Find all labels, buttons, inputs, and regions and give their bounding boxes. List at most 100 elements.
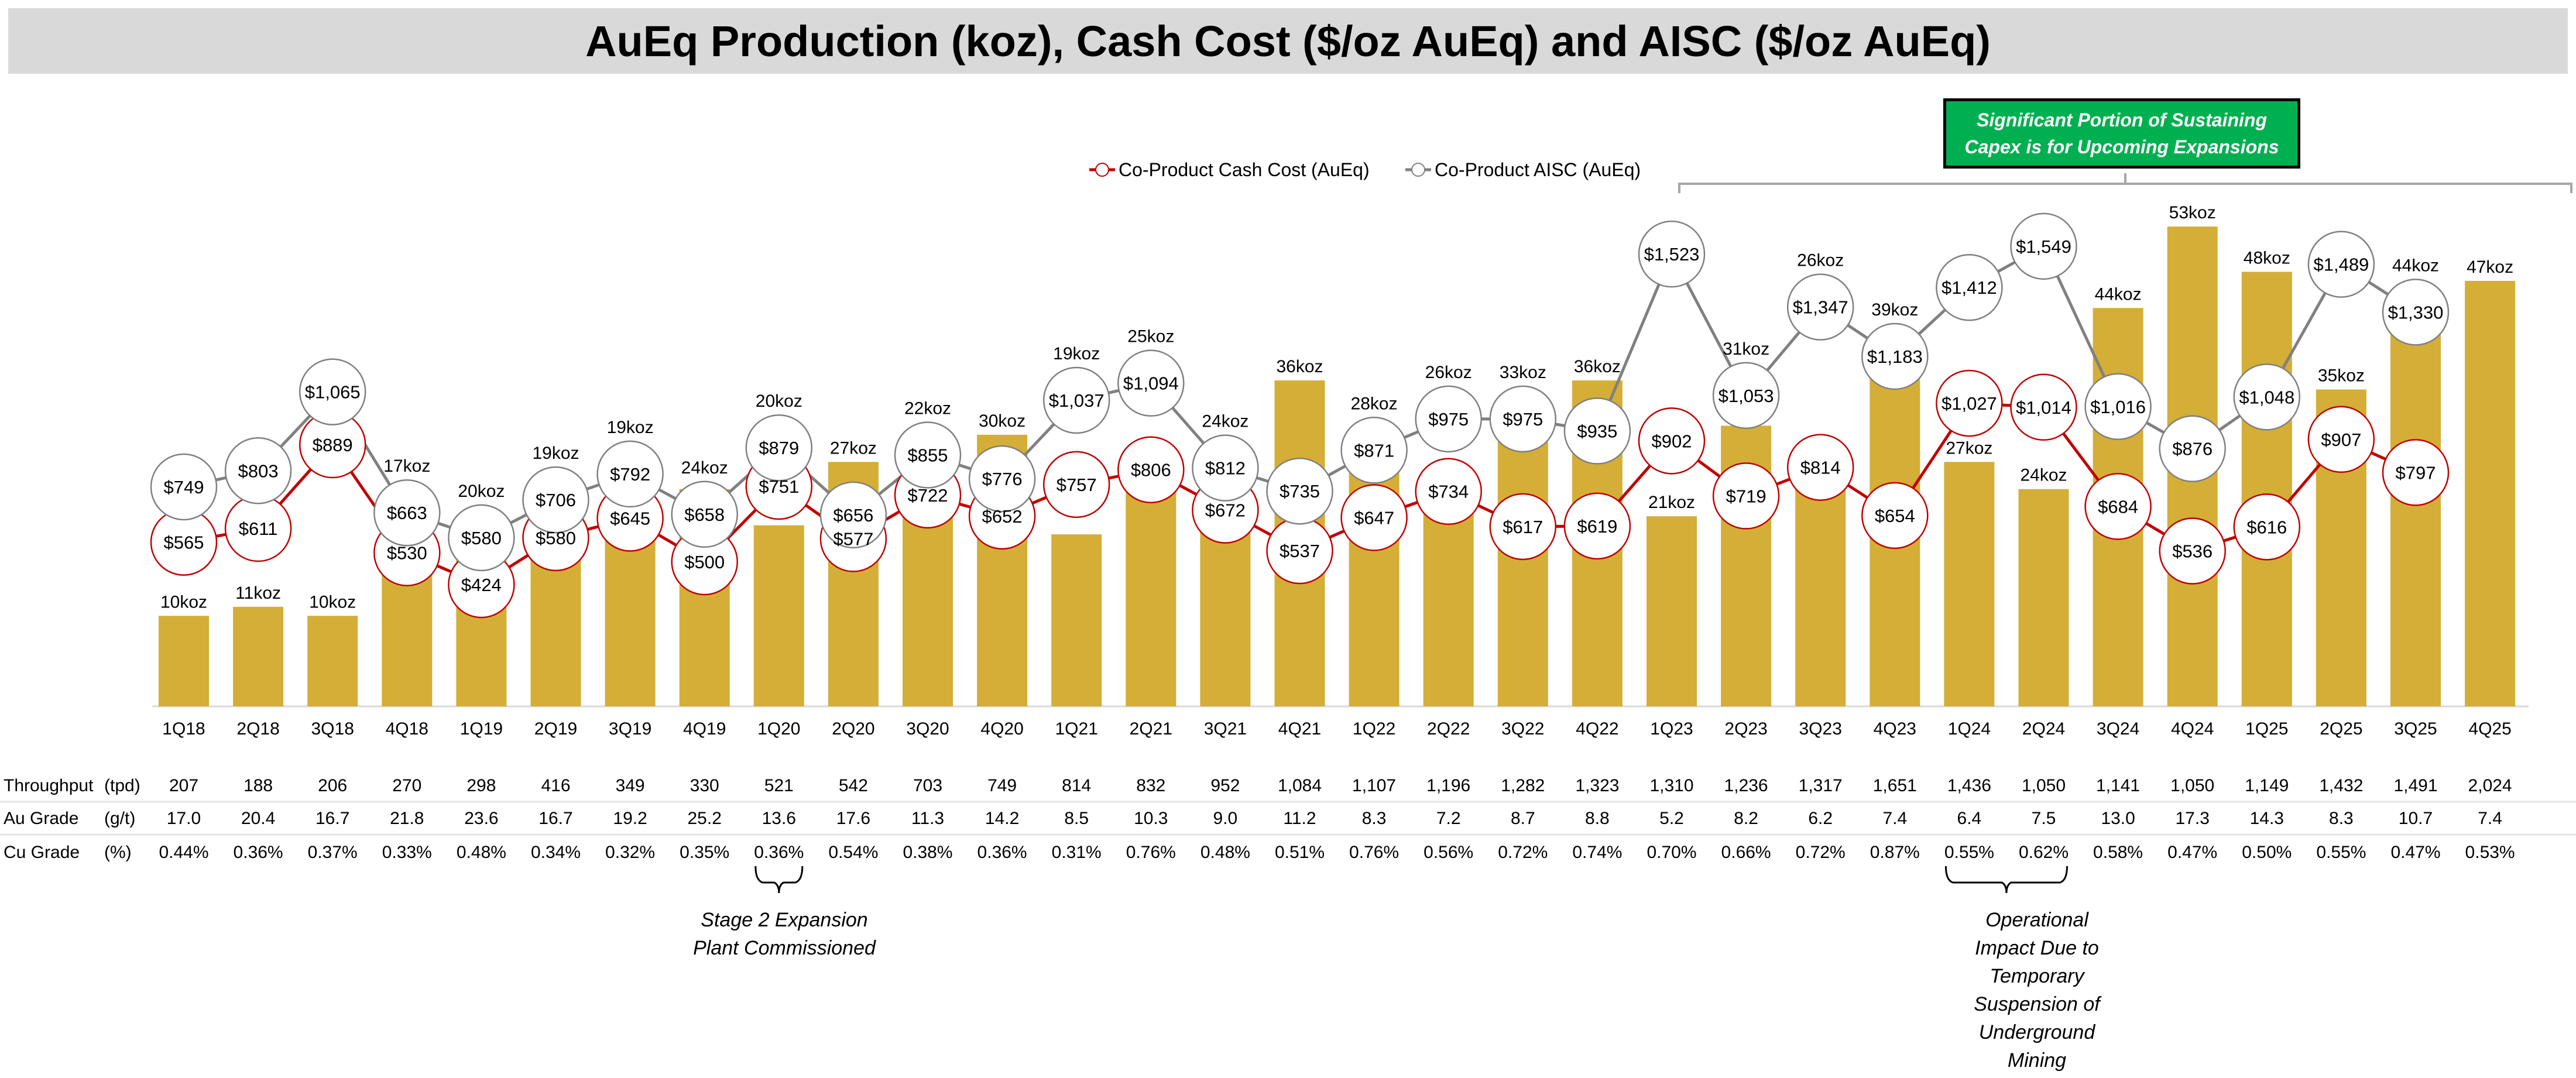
cash-cost-label: $889 [313, 435, 353, 455]
table-cell: 8.5 [1064, 809, 1089, 828]
x-tick-label: 4Q20 [980, 719, 1023, 739]
table-row-unit: (%) [104, 843, 132, 862]
table-cell: 17.0 [167, 809, 201, 828]
aisc-label: $749 [164, 477, 204, 497]
production-bar [1944, 462, 1995, 706]
x-tick-label: 1Q18 [162, 719, 205, 739]
chart-title: AuEq Production (koz), Cash Cost ($/oz A… [585, 16, 1991, 66]
table-cell: 19.2 [613, 809, 647, 828]
table-cell: 1,141 [2096, 776, 2140, 795]
table-cell: 0.48% [457, 843, 506, 862]
production-label: 20koz [458, 482, 505, 501]
legend-marker [1095, 163, 1109, 177]
cash-cost-point [1042, 451, 1110, 519]
x-tick-label: 4Q21 [1278, 719, 1321, 739]
capex-bracket [1678, 173, 2572, 193]
cash-cost-label: $734 [1428, 482, 1469, 502]
cash-cost-label: $751 [759, 476, 799, 497]
aisc-label: $1,037 [1049, 390, 1105, 411]
table-row-unit: (g/t) [104, 809, 135, 828]
production-label: 19koz [1053, 344, 1100, 363]
aisc-label: $1,048 [2239, 387, 2294, 407]
table-cell: 298 [467, 776, 496, 795]
x-tick-label: 3Q22 [1501, 719, 1544, 739]
cash-cost-label: $654 [1875, 506, 1915, 526]
table-cell: 0.50% [2242, 843, 2292, 862]
production-label: 21koz [1648, 493, 1695, 512]
cash-cost-label: $719 [1726, 486, 1767, 506]
production-label: 24koz [681, 458, 728, 478]
table-cell: 14.3 [2250, 809, 2284, 828]
stage2-bracket [754, 866, 804, 894]
table-cell: 1,491 [2393, 776, 2437, 795]
aisc-point [745, 414, 813, 482]
aisc-point [522, 466, 589, 534]
note-line: Underground [1978, 1021, 2095, 1043]
table-cell: 20.4 [241, 809, 275, 828]
table-cell: 0.72% [1796, 843, 1846, 862]
table-cell: 0.51% [1275, 843, 1325, 862]
aisc-point [1489, 385, 1557, 453]
x-tick-label: 1Q20 [757, 719, 800, 739]
production-label: 24koz [1202, 412, 1248, 431]
x-tick-label: 3Q19 [609, 719, 651, 739]
table-cell: 1,282 [1501, 776, 1545, 795]
table-cell: 0.58% [2093, 843, 2143, 862]
cash-cost-label: $814 [1800, 458, 1841, 478]
x-tick-label: 2Q22 [1427, 719, 1470, 739]
x-tick-label: 4Q23 [1874, 719, 1916, 739]
aisc-point [1563, 397, 1631, 465]
aisc-point [2382, 279, 2450, 346]
aisc-point [1117, 349, 1185, 417]
production-label: 30koz [979, 411, 1025, 431]
production-label: 25koz [1127, 327, 1174, 346]
x-tick-label: 3Q21 [1204, 719, 1247, 739]
table-cell: 0.54% [828, 843, 878, 862]
production-label: 10koz [309, 592, 356, 612]
production-label: 19koz [607, 418, 654, 437]
cash-cost-label: $722 [908, 485, 948, 506]
table-cell: 349 [616, 776, 645, 795]
table-cell: 1,236 [1724, 776, 1768, 795]
aisc-point [1415, 385, 1482, 453]
table-cell: 10.3 [1134, 809, 1168, 828]
cash-cost-label: $611 [239, 519, 278, 539]
production-label: 24koz [2020, 466, 2067, 485]
cash-cost-label: $647 [1354, 507, 1394, 528]
table-cell: 1,196 [1426, 776, 1470, 795]
cash-cost-label: $1,014 [2016, 397, 2071, 418]
aisc-label: $656 [833, 505, 873, 526]
production-label: 31koz [1723, 339, 1769, 359]
x-tick-label: 3Q25 [2394, 719, 2437, 739]
aisc-label: $855 [908, 445, 948, 466]
production-label: 44koz [2392, 256, 2439, 275]
table-cell: 832 [1136, 776, 1165, 795]
table-cell: 0.48% [1200, 843, 1250, 862]
cash-cost-label: $424 [461, 575, 502, 595]
x-tick-label: 2Q23 [1724, 719, 1767, 739]
aisc-point [373, 479, 441, 547]
table-cell: 23.6 [464, 809, 498, 828]
production-label: 27koz [1946, 438, 1992, 458]
x-tick-label: 3Q20 [906, 719, 949, 739]
aisc-point [1042, 366, 1110, 434]
cash-cost-point [1936, 369, 2003, 437]
aisc-point [819, 481, 887, 549]
table-cell: 0.44% [159, 843, 208, 862]
table-cell: 11.3 [911, 809, 944, 828]
aisc-label: $871 [1354, 440, 1394, 461]
production-label: 35koz [2318, 366, 2365, 386]
aisc-label: $792 [610, 464, 650, 485]
aisc-label: $935 [1577, 421, 1617, 441]
aisc-label: $1,183 [1867, 346, 1923, 367]
aisc-point [1340, 417, 1408, 484]
aisc-label: $812 [1205, 458, 1246, 479]
production-label: 19koz [532, 444, 579, 463]
cash-cost-label: $652 [982, 506, 1023, 527]
table-cell: 749 [987, 776, 1017, 795]
table-cell: 0.35% [680, 843, 729, 862]
x-tick-label: 4Q19 [683, 719, 726, 739]
production-bar [903, 507, 953, 706]
operational-impact-note: Operational Impact Due to Temporary Suspens… [1949, 906, 2125, 1074]
cash-cost-label: $797 [2396, 462, 2436, 483]
